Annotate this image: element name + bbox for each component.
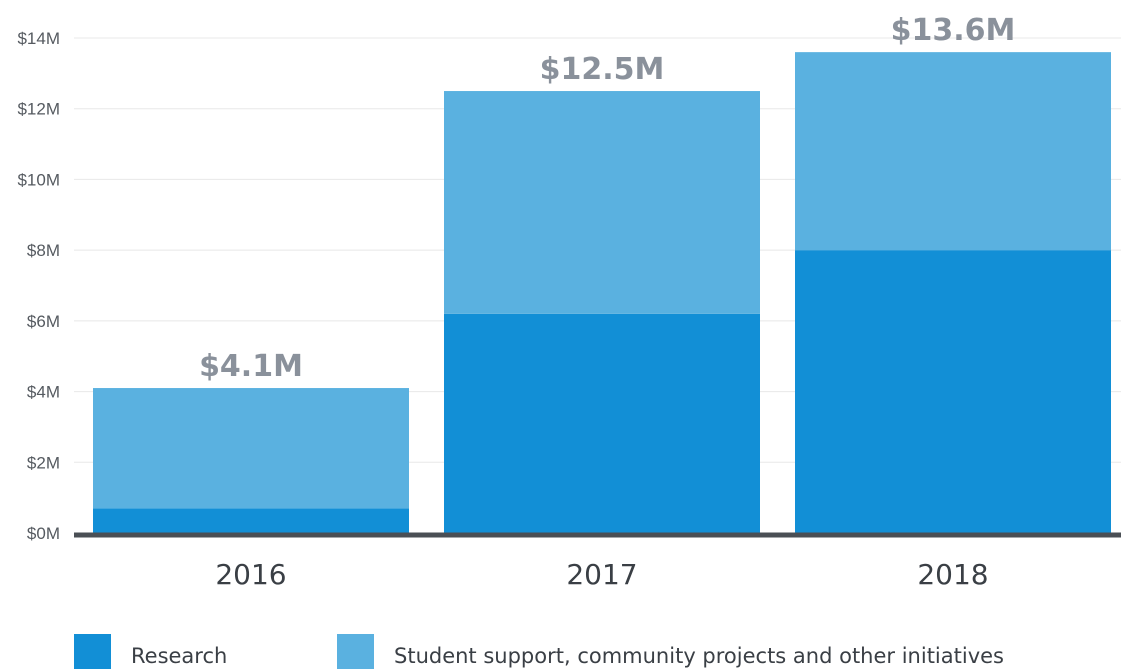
bar-2016-student-support [93, 388, 409, 509]
bar-2017-student-support [444, 91, 760, 314]
bar-2016-research [93, 508, 409, 533]
legend-swatch-student-support [337, 634, 374, 669]
x-tick-label-2018: 2018 [917, 558, 988, 591]
y-tick-label: $12M [17, 100, 60, 119]
y-tick-label: $0M [27, 524, 60, 543]
x-tick-label-2017: 2017 [566, 558, 637, 591]
y-tick-label: $4M [27, 383, 60, 402]
legend-label-research: Research [131, 644, 227, 668]
legend: Research Student support, community proje… [74, 634, 1004, 669]
legend-label-student-support: Student support, community projects and … [394, 644, 1004, 668]
y-tick-label: $8M [27, 241, 60, 260]
y-tick-label: $10M [17, 170, 60, 189]
y-tick-label: $14M [17, 29, 60, 48]
bar-2017-research [444, 313, 760, 533]
legend-swatch-research [74, 634, 111, 669]
x-axis-labels: 2016 2017 2018 [215, 558, 988, 591]
total-labels: $4.1M $12.5M $13.6M [199, 13, 1015, 384]
total-label-2018: $13.6M [891, 13, 1016, 48]
y-tick-label: $6M [27, 312, 60, 331]
bars [93, 52, 1111, 533]
x-tick-label-2016: 2016 [215, 558, 286, 591]
bar-2018-research [795, 250, 1111, 533]
bar-2018-student-support [795, 52, 1111, 251]
y-tick-label: $2M [27, 453, 60, 472]
total-label-2016: $4.1M [199, 349, 303, 384]
y-axis-ticks: $0M $2M $4M $6M $8M $10M $12M $14M [17, 29, 60, 543]
total-label-2017: $12.5M [540, 52, 665, 87]
